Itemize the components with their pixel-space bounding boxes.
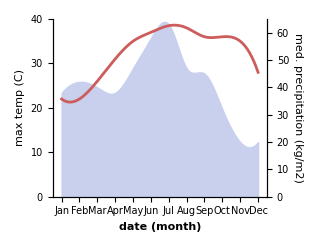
Y-axis label: med. precipitation (kg/m2): med. precipitation (kg/m2) bbox=[293, 33, 303, 183]
X-axis label: date (month): date (month) bbox=[119, 222, 201, 232]
Y-axis label: max temp (C): max temp (C) bbox=[15, 69, 25, 146]
